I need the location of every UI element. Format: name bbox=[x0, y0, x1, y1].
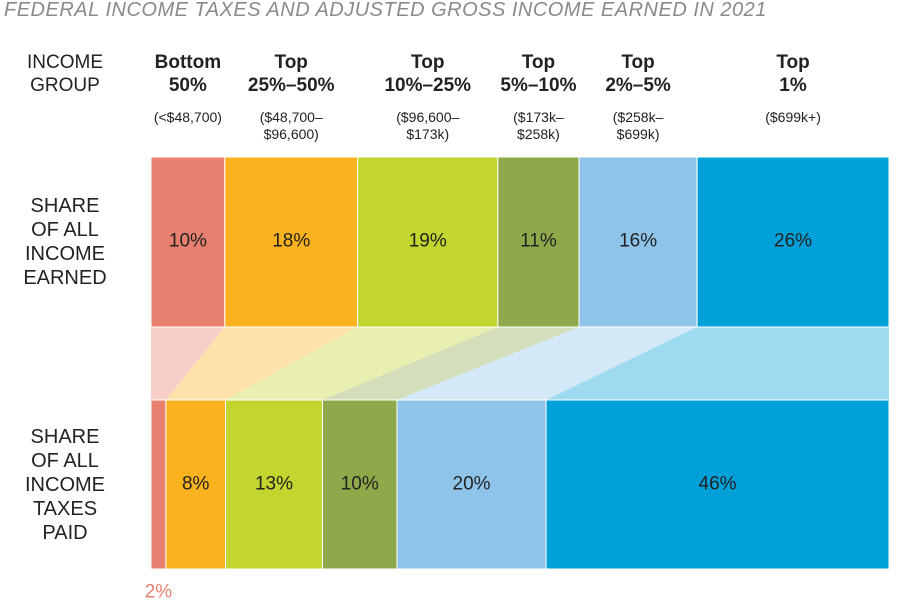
category-label: Top 25%–50% bbox=[247, 52, 335, 96]
category-range: ($258k– $699k) bbox=[612, 109, 664, 142]
bar-segment bbox=[696, 156, 890, 328]
bar-segment bbox=[225, 399, 323, 570]
value-label: 10% bbox=[168, 230, 207, 252]
bar-segment bbox=[165, 399, 227, 570]
value-label: 46% bbox=[698, 473, 737, 495]
category-range: (<$48,700) bbox=[153, 109, 222, 125]
connector bbox=[151, 327, 225, 400]
category-label: Top 10%–25% bbox=[384, 52, 472, 96]
bar-segment bbox=[578, 156, 698, 328]
value-label: 26% bbox=[774, 230, 813, 252]
value-label: 2% bbox=[144, 581, 173, 603]
connector bbox=[322, 327, 580, 400]
value-label: 20% bbox=[452, 473, 491, 495]
bar-segment bbox=[357, 156, 499, 328]
connector bbox=[165, 327, 358, 400]
bar-segment bbox=[150, 399, 167, 570]
bar-segment bbox=[497, 156, 580, 328]
bar-segment bbox=[150, 156, 226, 328]
connector bbox=[225, 327, 498, 400]
value-label: 18% bbox=[272, 230, 311, 252]
value-label: 10% bbox=[340, 473, 379, 495]
category-label: Bottom 50% bbox=[154, 52, 222, 96]
category-header: INCOME GROUP bbox=[27, 52, 103, 96]
bar-segment bbox=[396, 399, 547, 570]
bar-segment bbox=[224, 156, 359, 328]
connector bbox=[397, 327, 698, 400]
value-label: 19% bbox=[408, 230, 447, 252]
category-label: Top 5%–10% bbox=[500, 52, 577, 96]
chart-title: FEDERAL INCOME TAXES AND ADJUSTED GROSS … bbox=[4, 0, 767, 21]
row-label: SHARE OF ALL INCOME TAXES PAID bbox=[25, 425, 105, 544]
category-range: ($173k– $258k) bbox=[513, 109, 564, 142]
value-label: 13% bbox=[254, 473, 294, 495]
category-label: Top 2%–5% bbox=[605, 52, 671, 96]
value-label: 8% bbox=[181, 473, 210, 495]
category-range: ($699k+) bbox=[765, 109, 821, 125]
category-label: Top 1% bbox=[776, 52, 810, 96]
category-range: ($48,700– $96,600) bbox=[259, 109, 323, 142]
category-range: ($96,600– $173k) bbox=[396, 109, 460, 142]
bar-segment bbox=[545, 399, 890, 570]
value-label: 11% bbox=[520, 230, 557, 252]
value-label: 16% bbox=[619, 230, 658, 252]
row-label: SHARE OF ALL INCOME EARNED bbox=[23, 195, 107, 289]
bar-segment bbox=[321, 399, 398, 570]
connector bbox=[546, 327, 889, 400]
